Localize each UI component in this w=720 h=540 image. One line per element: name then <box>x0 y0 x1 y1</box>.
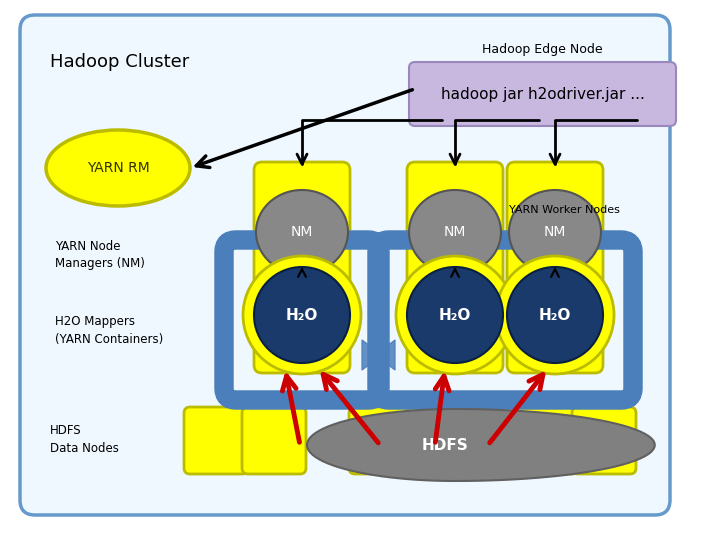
FancyBboxPatch shape <box>407 162 503 373</box>
Text: HDFS
Data Nodes: HDFS Data Nodes <box>50 424 119 456</box>
Ellipse shape <box>509 190 601 274</box>
Ellipse shape <box>407 267 503 363</box>
Text: HDFS: HDFS <box>422 437 469 453</box>
Ellipse shape <box>496 256 614 374</box>
Ellipse shape <box>46 130 190 206</box>
FancyBboxPatch shape <box>349 407 413 474</box>
FancyBboxPatch shape <box>514 407 578 474</box>
Ellipse shape <box>243 256 361 374</box>
Polygon shape <box>307 409 654 481</box>
Ellipse shape <box>256 190 348 274</box>
Ellipse shape <box>396 256 514 374</box>
Polygon shape <box>362 340 395 370</box>
Text: NM: NM <box>544 225 566 239</box>
Text: Hadoop Edge Node: Hadoop Edge Node <box>482 43 603 56</box>
Ellipse shape <box>507 267 603 363</box>
FancyBboxPatch shape <box>20 15 670 515</box>
Text: H2O Mappers
(YARN Containers): H2O Mappers (YARN Containers) <box>55 314 163 346</box>
Text: NM: NM <box>444 225 466 239</box>
Text: H₂O: H₂O <box>438 307 471 322</box>
Text: YARN Worker Nodes: YARN Worker Nodes <box>509 205 620 215</box>
Text: hadoop jar h2odriver.jar ...: hadoop jar h2odriver.jar ... <box>441 86 644 102</box>
FancyBboxPatch shape <box>407 407 471 474</box>
Text: NM: NM <box>291 225 313 239</box>
FancyBboxPatch shape <box>409 62 676 126</box>
FancyBboxPatch shape <box>507 162 603 373</box>
Text: H₂O: H₂O <box>286 307 318 322</box>
FancyBboxPatch shape <box>572 407 636 474</box>
Ellipse shape <box>409 190 501 274</box>
Ellipse shape <box>254 267 350 363</box>
FancyBboxPatch shape <box>254 162 350 373</box>
Text: YARN Node
Managers (NM): YARN Node Managers (NM) <box>55 240 145 271</box>
Text: YARN RM: YARN RM <box>86 161 149 175</box>
Text: Hadoop Cluster: Hadoop Cluster <box>50 53 189 71</box>
Text: H₂O: H₂O <box>539 307 571 322</box>
FancyBboxPatch shape <box>242 407 306 474</box>
FancyBboxPatch shape <box>184 407 248 474</box>
